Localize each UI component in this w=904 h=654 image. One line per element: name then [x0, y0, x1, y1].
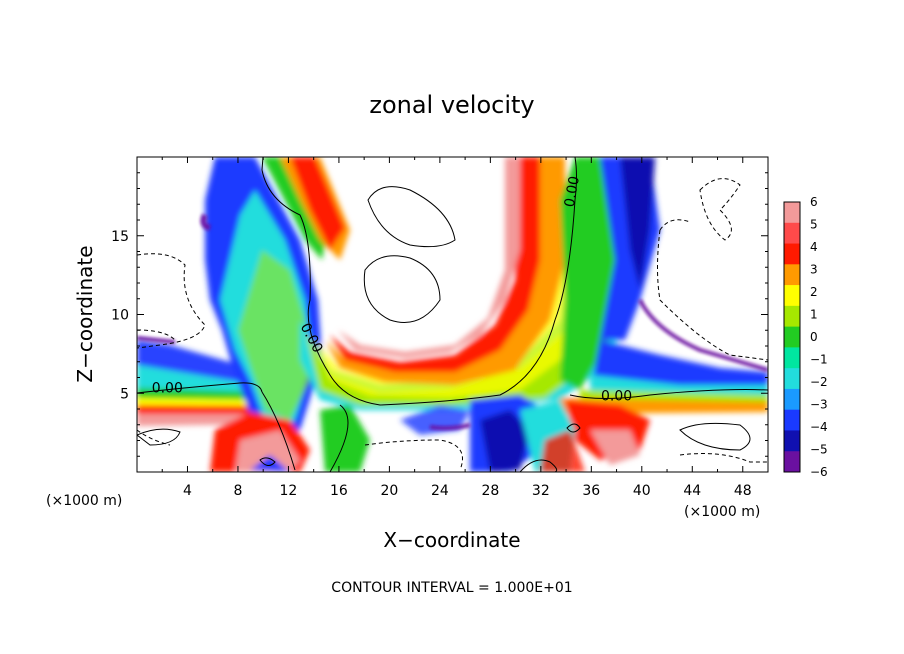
chart-title: zonal velocity — [369, 91, 534, 119]
colorbar-label: 2 — [810, 285, 818, 299]
colorbar-swatch — [784, 222, 800, 245]
x-tick-label: 44 — [683, 483, 701, 499]
colorbar: 6 5 4 3 2 1 0 −1 −2 −3 −4 −5 −6 — [783, 195, 828, 479]
colorbar-label: −6 — [810, 465, 828, 479]
colorbar-label: −1 — [810, 353, 828, 367]
x-unit-right: (×1000 m) — [684, 504, 760, 520]
x-tick-label: 12 — [280, 483, 298, 499]
x-tick-label: 20 — [380, 483, 398, 499]
x-tick-label: 8 — [233, 483, 242, 499]
colorbar-swatch — [784, 347, 800, 369]
colorbar-label: −3 — [810, 398, 828, 412]
colorbar-swatch — [784, 202, 800, 224]
x-tick-label: 40 — [633, 483, 651, 499]
y-tick-label: 5 — [120, 386, 129, 402]
colorbar-swatch — [784, 243, 800, 265]
velocity-field — [137, 157, 768, 472]
colorbar-label: 4 — [810, 240, 818, 254]
colorbar-swatch — [784, 305, 800, 328]
x-tick-label: 36 — [582, 483, 600, 499]
x-tick-label: 28 — [481, 483, 499, 499]
x-tick-label: 24 — [431, 483, 449, 499]
colorbar-label: 5 — [810, 218, 818, 232]
y-axis-label: Z−coordinate — [73, 245, 97, 382]
colorbar-label: 6 — [810, 195, 818, 209]
colorbar-swatch — [784, 430, 800, 452]
contour-label: 0.00 — [562, 175, 583, 208]
colorbar-swatch — [784, 409, 800, 431]
x-axis: 4 8 12 16 20 24 28 32 36 40 44 48 — [161, 157, 752, 499]
y-axis: 5 10 15 — [111, 172, 768, 457]
x-tick-label: 48 — [734, 483, 752, 499]
colorbar-swatch — [784, 388, 800, 411]
colorbar-swatch — [784, 285, 800, 307]
y-tick-label: 15 — [111, 229, 129, 245]
x-unit-left: (×1000 m) — [46, 493, 122, 509]
contour-interval: CONTOUR INTERVAL = 1.000E+01 — [331, 580, 572, 596]
y-tick-label: 10 — [111, 308, 129, 324]
colorbar-label: −2 — [810, 375, 828, 389]
x-tick-label: 4 — [183, 483, 192, 499]
colorbar-label: 0 — [810, 330, 818, 344]
colorbar-label: −5 — [810, 443, 828, 457]
contour-label: 0.00 — [152, 381, 183, 397]
colorbar-swatch — [784, 368, 800, 390]
x-axis-label: X−coordinate — [383, 528, 520, 552]
colorbar-swatch — [784, 264, 800, 286]
colorbar-label: 3 — [810, 263, 818, 277]
colorbar-swatch — [784, 326, 800, 348]
contour-label: 0.00 — [601, 388, 632, 404]
colorbar-label: −4 — [810, 420, 828, 434]
colorbar-frame — [783, 201, 801, 473]
x-tick-label: 16 — [330, 483, 348, 499]
x-tick-label: 32 — [532, 483, 550, 499]
colorbar-swatch — [784, 451, 800, 473]
colorbar-label: 1 — [810, 308, 818, 322]
